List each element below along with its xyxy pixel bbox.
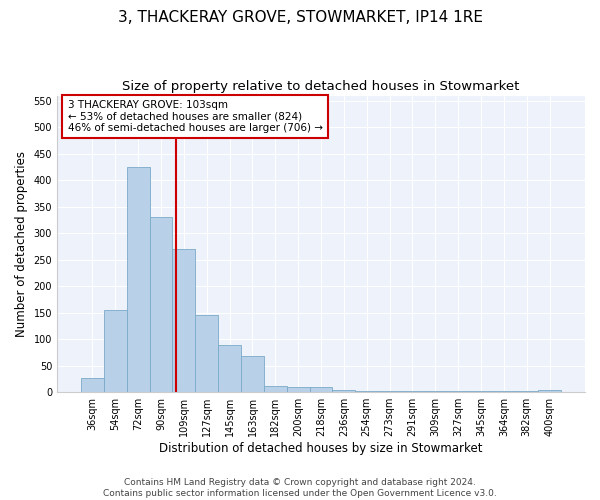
Bar <box>149 218 172 392</box>
Bar <box>172 249 196 392</box>
Bar <box>447 391 470 392</box>
Bar <box>424 390 447 392</box>
Bar <box>218 344 241 392</box>
Bar <box>127 167 149 392</box>
Bar <box>332 390 355 392</box>
Bar <box>401 390 424 392</box>
Text: 3 THACKERAY GROVE: 103sqm
← 53% of detached houses are smaller (824)
46% of semi: 3 THACKERAY GROVE: 103sqm ← 53% of detac… <box>68 100 323 133</box>
Bar <box>515 391 538 392</box>
Bar <box>264 386 287 392</box>
Bar <box>355 390 378 392</box>
Bar <box>81 378 104 392</box>
Bar <box>538 390 561 392</box>
Title: Size of property relative to detached houses in Stowmarket: Size of property relative to detached ho… <box>122 80 520 93</box>
Bar <box>378 390 401 392</box>
Bar <box>493 391 515 392</box>
Y-axis label: Number of detached properties: Number of detached properties <box>15 151 28 337</box>
Bar <box>241 356 264 392</box>
Bar <box>196 316 218 392</box>
Text: 3, THACKERAY GROVE, STOWMARKET, IP14 1RE: 3, THACKERAY GROVE, STOWMARKET, IP14 1RE <box>118 10 482 25</box>
Bar <box>104 310 127 392</box>
Text: Contains HM Land Registry data © Crown copyright and database right 2024.
Contai: Contains HM Land Registry data © Crown c… <box>103 478 497 498</box>
Bar <box>470 391 493 392</box>
Bar <box>287 388 310 392</box>
Bar <box>310 388 332 392</box>
X-axis label: Distribution of detached houses by size in Stowmarket: Distribution of detached houses by size … <box>159 442 483 455</box>
